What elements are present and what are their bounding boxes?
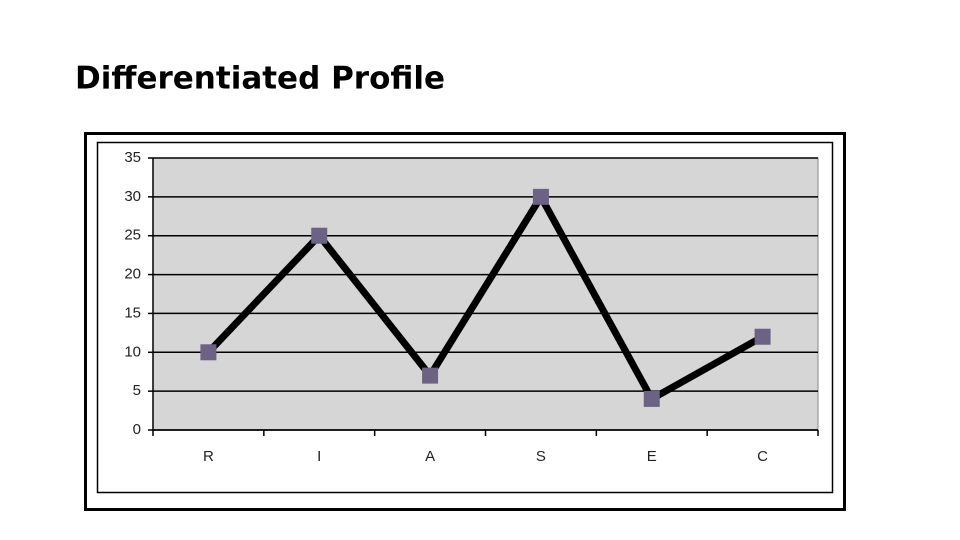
y-tick-label: 35 — [124, 149, 141, 166]
marker — [200, 344, 217, 361]
marker — [422, 367, 439, 384]
plot-area — [152, 157, 819, 431]
y-tick-label: 15 — [124, 304, 141, 321]
y-tick-label: 30 — [124, 188, 141, 205]
marker — [754, 328, 771, 345]
y-tick-label: 10 — [124, 343, 141, 360]
chart: 0 5 10 15 20 25 30 35 R I A S E C — [124, 149, 819, 465]
chart-inner-frame — [96, 141, 834, 494]
chart-title: Differentiated Profile — [75, 61, 445, 97]
y-tick-label: 25 — [124, 227, 141, 244]
marker — [311, 227, 328, 244]
x-tick-label: C — [757, 448, 768, 465]
marker — [532, 188, 549, 205]
x-tick-label: E — [647, 448, 657, 465]
y-tick-label: 5 — [133, 382, 141, 399]
x-tick-label: S — [536, 448, 546, 465]
y-tick-label: 20 — [124, 266, 141, 283]
x-tick-label: R — [203, 448, 214, 465]
data-line — [205, 193, 765, 403]
x-tick-label: I — [317, 448, 321, 465]
y-tick-label: 0 — [133, 421, 141, 438]
marker — [643, 390, 660, 407]
x-tick-label: A — [425, 448, 435, 465]
